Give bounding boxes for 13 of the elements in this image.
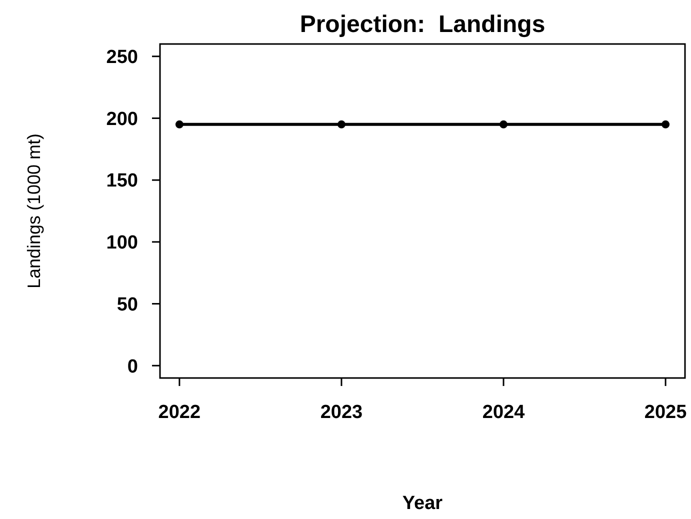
chart-title: Projection: Landings bbox=[300, 11, 546, 38]
y-tick-label: 150 bbox=[106, 170, 138, 192]
y-axis-title: Landings (1000 mt) bbox=[24, 133, 44, 289]
y-tick-label: 100 bbox=[106, 232, 138, 254]
y-tick-label: 0 bbox=[127, 356, 138, 378]
x-tick-label: 2025 bbox=[644, 402, 688, 423]
x-tick-label: 2024 bbox=[482, 402, 526, 423]
y-tick-label: 250 bbox=[106, 47, 138, 68]
x-tick-label: 2022 bbox=[158, 402, 201, 423]
x-axis-title: Year bbox=[402, 493, 444, 514]
y-tick-label: 200 bbox=[106, 108, 138, 130]
y-tick-label: 50 bbox=[116, 294, 138, 316]
x-tick-label: 2023 bbox=[320, 402, 363, 423]
